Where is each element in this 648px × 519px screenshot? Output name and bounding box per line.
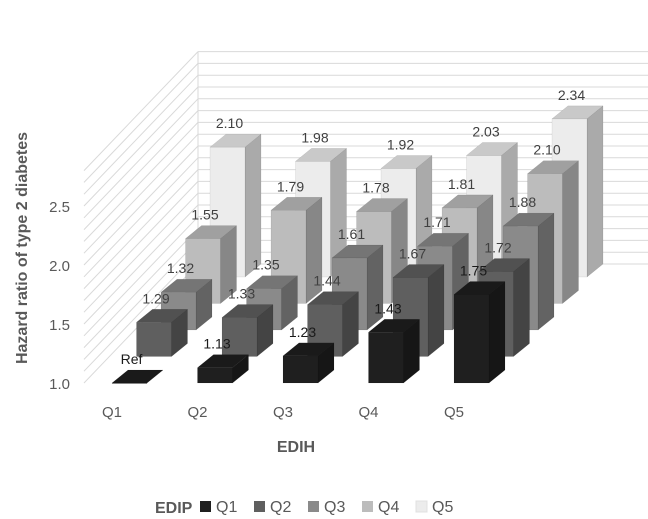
legend-swatch <box>362 501 373 512</box>
x-tick-label: Q5 <box>444 404 464 421</box>
data-label: 2.03 <box>472 123 499 139</box>
bar-side-face <box>488 280 506 384</box>
side-wall-gridline <box>83 74 199 195</box>
bar-group: 1.67 <box>392 245 445 358</box>
data-label: 1.67 <box>399 245 426 261</box>
side-wall-gridline <box>83 228 199 348</box>
legend-entry: Q5 <box>432 499 453 516</box>
side-wall-gridline <box>83 240 199 360</box>
bar-group: 1.75 <box>453 263 506 384</box>
data-label: 1.71 <box>423 214 450 230</box>
data-label: 2.10 <box>216 115 243 131</box>
bar-group: 1.29 <box>135 290 189 358</box>
data-label: 1.98 <box>301 129 328 145</box>
x-tick-label: Q1 <box>102 404 122 421</box>
legend-swatch <box>200 501 211 512</box>
bar <box>221 317 258 357</box>
data-label: 1.35 <box>252 257 279 273</box>
data-label: 1.88 <box>509 194 536 210</box>
bar-top-face <box>111 369 164 384</box>
side-wall-gridline <box>83 169 199 289</box>
side-wall-gridline <box>83 251 199 372</box>
bar <box>368 332 404 384</box>
bar-side-face <box>366 244 384 331</box>
side-wall-gridline <box>83 98 199 219</box>
side-wall-gridline <box>83 63 199 183</box>
legend-swatch <box>308 501 319 512</box>
bar <box>197 367 233 384</box>
data-label: 1.75 <box>460 263 487 279</box>
bar-side-face <box>427 263 445 358</box>
data-label: 1.43 <box>374 300 401 316</box>
data-label: 1.81 <box>448 176 475 192</box>
bar-group: Ref <box>111 351 164 384</box>
data-label: Ref <box>121 351 143 367</box>
y-tick-label: 1.0 <box>49 376 70 393</box>
bar <box>453 294 490 384</box>
legend-entry: Q4 <box>378 499 399 516</box>
bars: 2.10 1.98 1.92 2.03 2.34 1.55 1.79 1.78 1.81 2.10… <box>111 87 604 384</box>
bar <box>111 382 148 384</box>
data-label: 1.72 <box>484 240 511 256</box>
bar-group: 1.13 <box>196 336 250 384</box>
legend-title: EDIP <box>155 500 193 517</box>
data-label: 1.78 <box>362 179 389 195</box>
bar <box>136 322 172 357</box>
side-wall-gridline <box>83 181 199 301</box>
data-label: 1.55 <box>191 207 218 223</box>
bar-group: 1.79 <box>270 178 323 305</box>
x-axis-ticks: Q1 Q2 Q3 Q4 Q5 <box>102 404 464 421</box>
y-tick-label: 2.0 <box>49 258 70 275</box>
y-axis-ticks: 1.0 1.5 2.0 2.5 <box>49 199 70 393</box>
bar-side-face <box>562 160 579 305</box>
data-label: 1.79 <box>277 178 304 194</box>
legend-entry: Q1 <box>216 499 237 516</box>
data-label: 1.44 <box>313 273 340 289</box>
legend-swatch <box>254 501 265 512</box>
data-label: 1.23 <box>289 324 316 340</box>
bar-side-face <box>244 133 262 278</box>
data-label: 2.10 <box>533 142 560 158</box>
data-label: 1.32 <box>167 260 194 276</box>
side-wall-gridline <box>83 216 199 337</box>
data-label: 1.33 <box>228 286 255 302</box>
side-wall-gridline <box>83 51 199 171</box>
legend-entry: Q2 <box>270 499 291 516</box>
side-wall-gridline <box>83 204 199 325</box>
side-wall-gridline <box>83 133 199 254</box>
side-wall-gridline <box>83 145 199 266</box>
data-label: 1.61 <box>338 226 365 242</box>
bar-group: 1.23 <box>282 324 335 384</box>
bar-side-face <box>586 105 604 278</box>
side-wall-gridline <box>83 86 199 207</box>
data-label: 1.29 <box>142 290 169 306</box>
side-wall-gridline <box>83 157 199 278</box>
y-tick-label: 1.5 <box>49 317 70 334</box>
side-wall-gridline <box>83 122 199 242</box>
data-label: 1.13 <box>203 336 230 352</box>
x-tick-label: Q2 <box>187 404 207 421</box>
x-axis-label: EDIH <box>277 439 315 456</box>
data-label: 2.34 <box>558 87 585 103</box>
y-tick-label: 2.5 <box>49 199 70 216</box>
side-wall-gridline <box>83 110 199 230</box>
data-label: 1.92 <box>387 136 414 152</box>
side-wall-gridline <box>83 192 199 313</box>
legend-swatch <box>415 500 428 513</box>
bar-side-face <box>537 212 555 331</box>
x-tick-label: Q4 <box>358 404 378 421</box>
bar <box>282 355 319 384</box>
bar-group: 1.43 <box>367 300 421 384</box>
bar-group: 1.33 <box>221 286 274 358</box>
legend-entry: Q3 <box>324 499 345 516</box>
x-tick-label: Q3 <box>273 404 293 421</box>
legend: EDIP Q1 Q2 Q3 Q4 Q5 <box>155 499 453 517</box>
bar-side-face <box>513 258 530 358</box>
y-axis-label: Hazard ratio of type 2 diabetes <box>14 132 31 364</box>
